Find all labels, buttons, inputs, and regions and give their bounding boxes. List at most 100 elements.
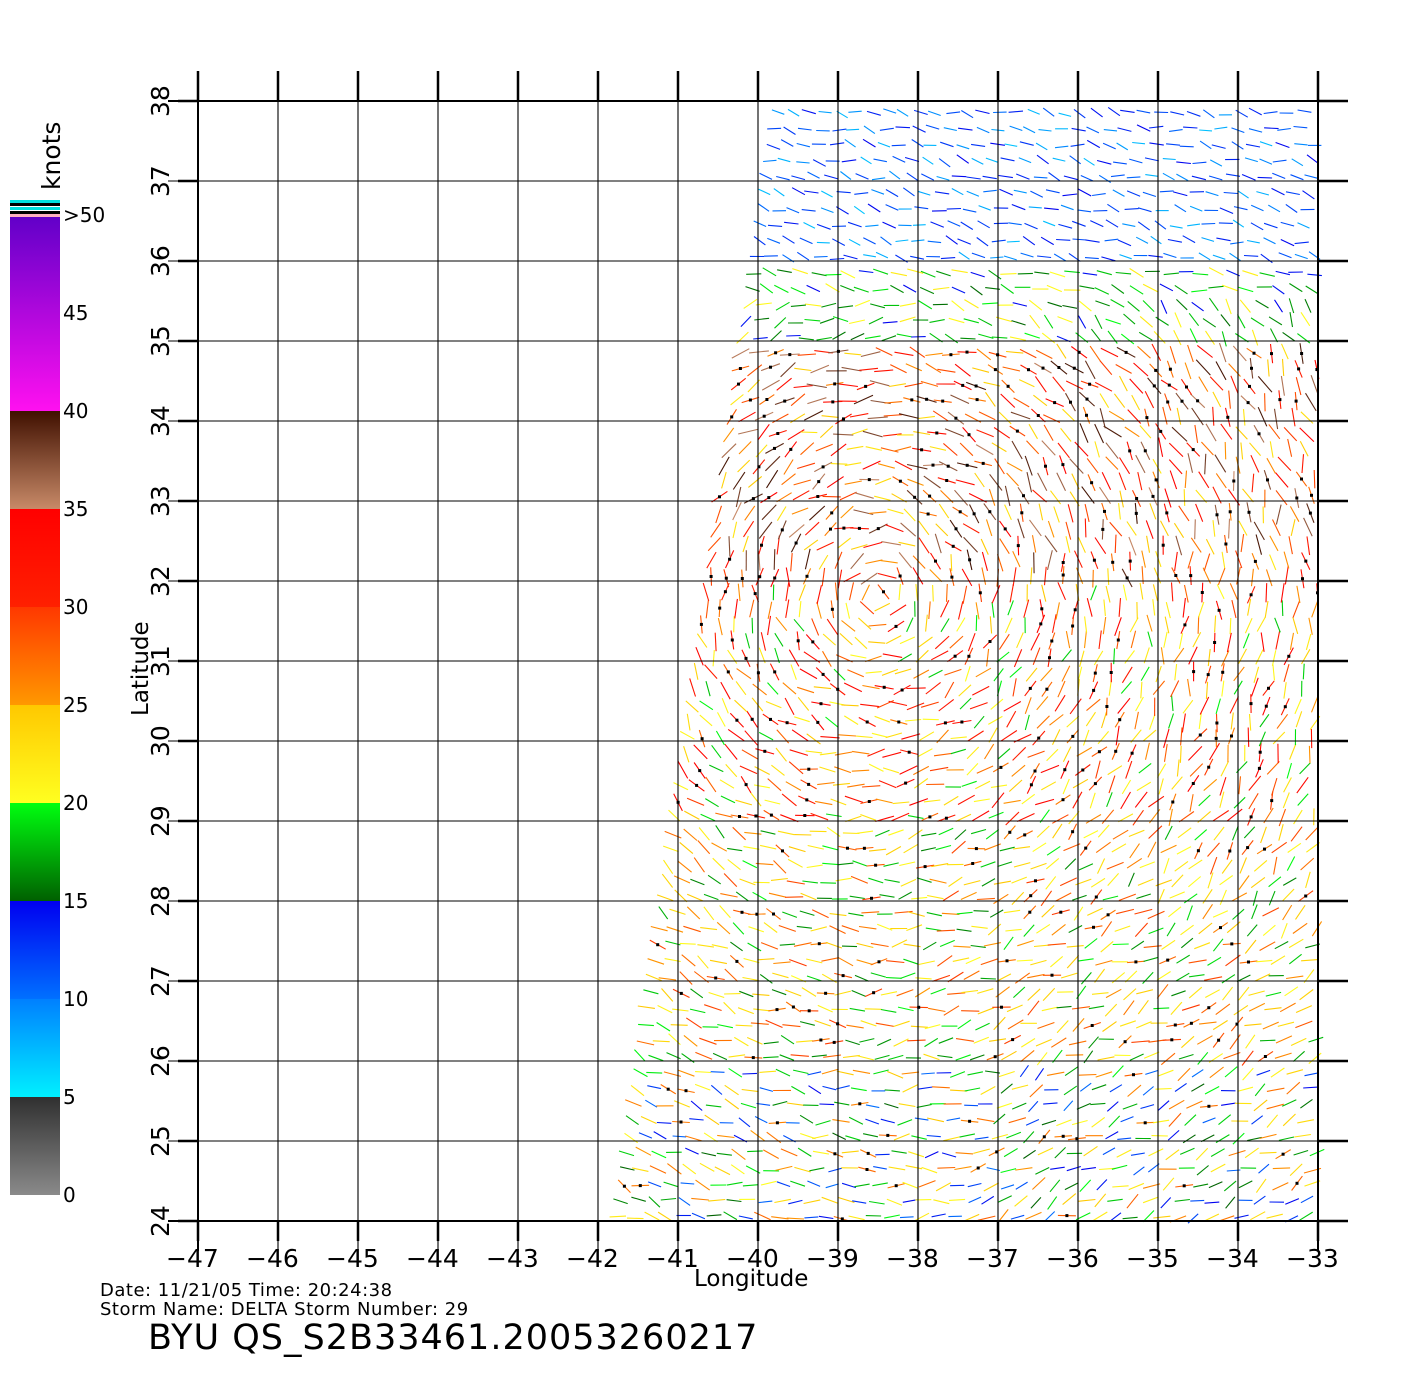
wind-vector	[1035, 1167, 1050, 1175]
wind-vector	[1013, 846, 1031, 850]
wind-vector	[956, 144, 970, 150]
wind-vector	[1244, 157, 1258, 163]
wind-vector	[1010, 411, 1031, 420]
rain-flag-dot	[886, 1133, 890, 1137]
wind-vector	[746, 273, 762, 275]
wind-vector	[775, 747, 787, 762]
wind-vector	[1248, 793, 1259, 810]
wind-vector	[691, 1197, 709, 1201]
wind-vector	[1215, 473, 1227, 489]
wind-vector	[1228, 363, 1241, 377]
wind-vector	[1176, 299, 1188, 311]
wind-vector	[1000, 1168, 1017, 1174]
rain-flag-dot	[1207, 1006, 1211, 1010]
rain-flag-dot	[941, 399, 945, 403]
wind-vector	[761, 379, 780, 391]
rain-flag-dot	[968, 558, 972, 562]
wind-vector	[1099, 360, 1113, 376]
wind-vector	[849, 1007, 866, 1012]
rain-flag-dot	[1061, 561, 1065, 564]
wind-vector	[1209, 376, 1224, 391]
wind-vector	[1127, 300, 1140, 312]
wind-vector	[1120, 333, 1135, 345]
wind-vector	[1083, 630, 1087, 649]
wind-vector	[803, 539, 819, 551]
wind-vector	[956, 617, 966, 632]
wind-vector	[1045, 876, 1057, 890]
wind-vector	[1030, 959, 1047, 966]
wind-vector	[991, 1133, 1008, 1140]
wind-vector	[820, 207, 834, 214]
wind-vector	[907, 911, 925, 917]
wind-vector	[1256, 1069, 1271, 1076]
wind-vector	[1203, 778, 1218, 792]
wind-vector	[1053, 253, 1067, 262]
wind-vector	[1218, 222, 1233, 224]
wind-vector	[938, 1037, 954, 1044]
wind-vector	[649, 1165, 667, 1174]
wind-vector	[998, 174, 1013, 179]
wind-vector	[686, 906, 701, 920]
wind-vector	[694, 1083, 711, 1091]
wind-vector	[1281, 600, 1284, 617]
wind-vector	[723, 427, 735, 443]
rain-flag-dot	[913, 495, 917, 499]
wind-vector	[668, 1033, 681, 1046]
wind-vector	[1136, 989, 1154, 995]
wind-vector	[726, 1181, 743, 1186]
wind-vector	[738, 428, 758, 435]
wind-vector	[1253, 859, 1268, 872]
wind-vector	[985, 829, 1000, 840]
wind-vector	[1146, 614, 1153, 632]
wind-vector	[985, 391, 996, 407]
wind-vector	[1037, 1021, 1055, 1030]
wind-vector	[985, 519, 993, 537]
wind-vector	[1094, 968, 1106, 983]
rain-flag-dot	[1167, 383, 1171, 387]
rain-flag-dot	[1182, 1184, 1186, 1188]
wind-vector	[954, 489, 969, 506]
wind-vector	[867, 203, 881, 213]
longitude-tick-label: −34	[1206, 1244, 1259, 1273]
wind-vector	[1015, 1167, 1033, 1171]
wind-vector	[1052, 157, 1066, 162]
wind-vector	[821, 302, 837, 308]
wind-vector	[1126, 176, 1141, 179]
rain-flag-dot	[794, 541, 798, 545]
wind-vector	[882, 221, 897, 229]
wind-vector	[794, 716, 810, 723]
wind-vector	[1168, 906, 1182, 918]
rain-flag-dot	[1103, 509, 1106, 513]
wind-vector	[673, 875, 691, 884]
wind-vector	[730, 941, 743, 952]
latitude-tick-label: 37	[146, 165, 175, 197]
wind-vector	[819, 425, 834, 439]
wind-vector	[893, 446, 912, 452]
wind-vector	[1184, 362, 1192, 380]
wind-vector	[844, 138, 856, 148]
wind-vector	[693, 744, 708, 760]
wind-vector	[868, 511, 887, 514]
wind-vector	[972, 685, 990, 696]
rain-flag-dot	[1069, 400, 1072, 404]
rain-flag-dot	[718, 606, 722, 610]
wind-vector	[1297, 109, 1312, 113]
wind-vector	[742, 976, 759, 982]
wind-vector	[1286, 856, 1296, 871]
wind-vector	[761, 504, 777, 521]
wind-vector	[857, 1055, 874, 1061]
rain-flag-dot	[1039, 622, 1043, 626]
date-time-line: Date: 11/21/05 Time: 20:24:38	[100, 1280, 393, 1301]
wind-vector	[850, 553, 865, 570]
wind-vector	[1168, 713, 1175, 729]
wind-vector	[1090, 1102, 1106, 1106]
wind-vector	[904, 382, 923, 388]
wind-vector	[909, 798, 929, 806]
wind-vector	[1290, 174, 1304, 181]
wind-vector	[931, 863, 949, 868]
wind-vector	[1071, 127, 1086, 132]
wind-vector	[653, 1131, 667, 1140]
wind-vector	[1229, 252, 1241, 262]
wind-vector	[1287, 842, 1302, 853]
wind-vector	[1187, 344, 1194, 363]
